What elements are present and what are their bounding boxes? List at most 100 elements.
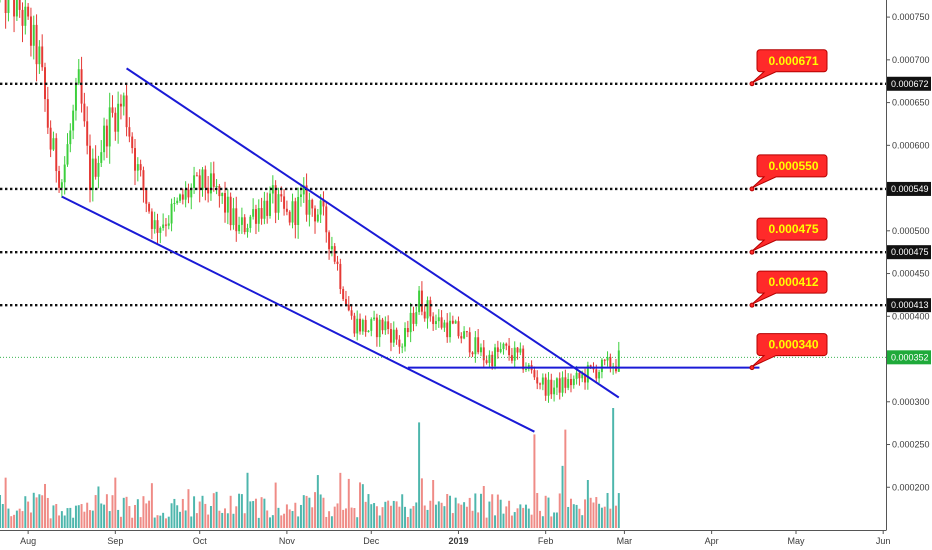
volume-bar <box>617 493 620 528</box>
callout-anchor-dot <box>749 365 755 371</box>
price-level-tag-label: 0.000475 <box>891 247 929 257</box>
volume-bar <box>488 501 491 528</box>
candle-body <box>333 246 336 262</box>
candle-body <box>314 208 317 222</box>
candle-body <box>111 107 114 113</box>
candle-body <box>375 317 378 338</box>
candle-body <box>119 103 122 107</box>
candle-body <box>266 200 269 216</box>
candle-body <box>4 0 7 13</box>
candle-body <box>541 377 544 385</box>
candle-body <box>606 357 609 361</box>
volume-bar <box>516 508 519 528</box>
candle-body <box>485 360 488 363</box>
candle-body <box>522 348 525 370</box>
candle-body <box>226 196 229 213</box>
candle-body <box>195 175 198 177</box>
volume-bar <box>274 482 277 528</box>
candle-body <box>395 329 398 340</box>
volume-bar <box>432 480 435 528</box>
candle-body <box>600 359 603 373</box>
volume-bar <box>434 504 437 528</box>
volume-bar <box>181 498 184 528</box>
volume-bar <box>395 501 398 528</box>
volume-bar <box>541 516 544 528</box>
time-tick-label: Oct <box>193 536 208 546</box>
price-callout: 0.000550 <box>749 154 828 192</box>
callout-anchor-dot <box>749 186 755 192</box>
volume-bar <box>592 502 595 528</box>
volume-bar <box>179 511 181 528</box>
volume-bar <box>398 506 401 528</box>
volume-bar <box>4 477 7 528</box>
candle-body <box>159 227 162 233</box>
candle-body <box>285 208 288 212</box>
volume-bar <box>342 509 345 528</box>
candle-body <box>539 383 542 385</box>
last-price-tag <box>887 350 931 365</box>
volume-bar <box>325 516 328 528</box>
candle-body <box>392 329 395 343</box>
candle-body <box>257 208 260 224</box>
candle-body <box>373 317 376 320</box>
time-tick-label: May <box>787 536 805 546</box>
callout-box <box>751 154 828 189</box>
volume-bar <box>103 504 106 528</box>
volume-bar <box>508 500 511 528</box>
candle-body <box>60 182 63 188</box>
volume-bar <box>572 504 575 528</box>
candle-body <box>465 331 468 333</box>
candle-body <box>35 24 38 65</box>
price-callout: 0.000340 <box>749 333 828 371</box>
volume-bar <box>232 513 235 528</box>
candle-body <box>77 69 80 84</box>
candle-body <box>142 170 145 191</box>
volume-bar <box>100 503 103 528</box>
price-tick-label: 0.000700 <box>892 55 930 65</box>
price-level-tag <box>887 181 931 196</box>
volume-bar <box>108 511 111 528</box>
candle-body <box>283 196 286 209</box>
candle-body <box>457 321 460 337</box>
callout-label: 0.000475 <box>768 222 818 236</box>
candle-body <box>131 136 134 149</box>
volume-bar <box>465 506 468 528</box>
volume-bar <box>46 497 49 528</box>
volume-bar <box>94 495 97 528</box>
candle-body <box>615 366 617 372</box>
candle-body <box>499 349 502 352</box>
volume-bar <box>209 506 212 528</box>
volume-bar <box>586 480 589 528</box>
candle-body <box>221 193 224 197</box>
candle-body <box>148 203 151 212</box>
price-tick-label: 0.000400 <box>892 311 930 321</box>
candle-body <box>336 261 339 264</box>
candle-body <box>83 103 86 122</box>
volume-bar <box>207 514 210 528</box>
volume-bar <box>83 511 86 528</box>
candle-body <box>409 312 412 333</box>
volume-bar <box>226 513 229 528</box>
candle-body <box>271 185 274 194</box>
candle-body <box>212 173 215 187</box>
volume-bar <box>510 515 513 528</box>
volume-bar <box>496 494 499 528</box>
volume-bar <box>544 495 547 528</box>
volume-bar <box>190 516 193 528</box>
candle-body <box>15 0 18 17</box>
volume-bar <box>139 517 142 528</box>
candle-body <box>581 374 584 379</box>
volume-bar <box>558 493 561 528</box>
volume-bar <box>105 494 108 528</box>
candle-body <box>617 350 620 372</box>
volume-bar <box>381 507 384 528</box>
chart-lines <box>0 67 886 433</box>
volume-bar <box>198 501 201 528</box>
volume-bar <box>330 516 333 528</box>
volume-bar <box>269 517 271 528</box>
volume-bar <box>387 500 390 528</box>
volume-bar <box>589 497 592 528</box>
volume-bar <box>153 517 156 528</box>
price-tick-label: 0.000250 <box>892 440 930 450</box>
